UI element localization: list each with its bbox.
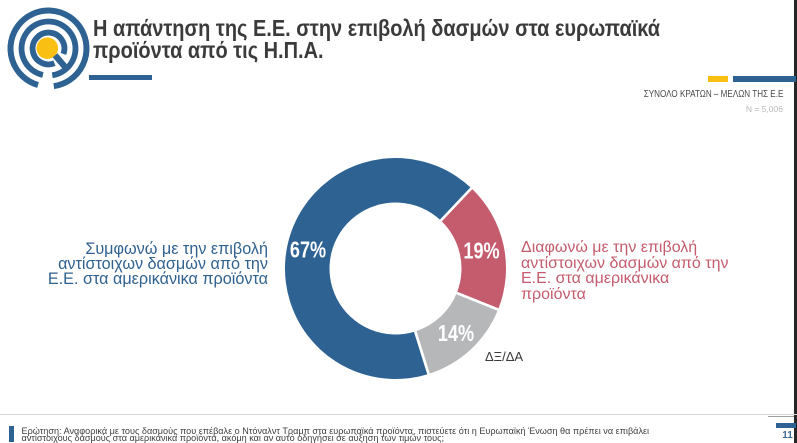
svg-text:67%: 67% <box>290 237 327 263</box>
svg-text:19%: 19% <box>463 238 500 264</box>
svg-text:14%: 14% <box>438 321 475 347</box>
